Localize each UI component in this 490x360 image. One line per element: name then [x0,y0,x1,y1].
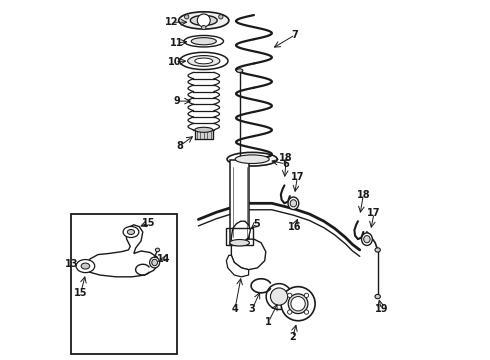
Circle shape [291,297,305,311]
Polygon shape [231,221,266,270]
Text: 13: 13 [65,259,79,269]
Ellipse shape [270,288,288,305]
Text: 11: 11 [170,38,184,48]
Ellipse shape [364,235,370,243]
Ellipse shape [155,248,160,252]
Bar [226,228,253,244]
Circle shape [288,310,292,314]
Ellipse shape [281,287,315,321]
Text: 9: 9 [173,96,180,106]
Ellipse shape [190,15,217,26]
Ellipse shape [127,229,135,234]
Text: 17: 17 [368,208,381,218]
Polygon shape [195,130,213,139]
Circle shape [185,15,189,19]
Ellipse shape [191,38,216,45]
Ellipse shape [152,259,157,266]
Text: 16: 16 [288,222,301,232]
Text: 1: 1 [265,317,272,327]
Text: 8: 8 [176,141,183,151]
Ellipse shape [375,294,380,299]
Ellipse shape [290,200,296,207]
Ellipse shape [179,12,229,29]
Circle shape [304,310,309,314]
Ellipse shape [375,248,380,252]
Text: 3: 3 [249,304,256,314]
Text: 10: 10 [169,57,182,67]
Ellipse shape [188,55,220,66]
Text: 4: 4 [232,304,238,314]
Ellipse shape [288,197,299,210]
Text: 17: 17 [291,172,304,182]
Ellipse shape [195,58,213,64]
Text: 15: 15 [142,218,156,228]
Text: 7: 7 [292,30,298,40]
Circle shape [219,15,223,19]
Text: 2: 2 [289,332,296,342]
Ellipse shape [230,239,249,246]
Bar [71,214,177,354]
Ellipse shape [195,127,213,132]
Circle shape [288,293,292,297]
Ellipse shape [266,284,292,310]
Ellipse shape [235,155,269,163]
Ellipse shape [236,69,243,72]
Ellipse shape [362,233,372,246]
Text: 19: 19 [374,304,388,314]
Polygon shape [226,255,248,277]
Polygon shape [85,225,159,277]
Circle shape [304,293,309,297]
Ellipse shape [123,226,139,238]
Ellipse shape [184,36,223,47]
Ellipse shape [76,260,95,273]
Text: 15: 15 [74,288,88,298]
Text: 18: 18 [357,190,370,200]
Ellipse shape [288,294,308,314]
Ellipse shape [179,52,228,69]
Text: 18: 18 [279,153,293,163]
Text: 14: 14 [156,254,170,264]
Text: 6: 6 [282,159,289,169]
Ellipse shape [227,152,277,166]
Circle shape [201,26,206,30]
Ellipse shape [81,263,90,269]
Circle shape [197,14,210,27]
Text: 12: 12 [165,17,178,27]
Bar [230,160,249,244]
Text: 5: 5 [253,219,260,229]
Ellipse shape [149,257,160,268]
